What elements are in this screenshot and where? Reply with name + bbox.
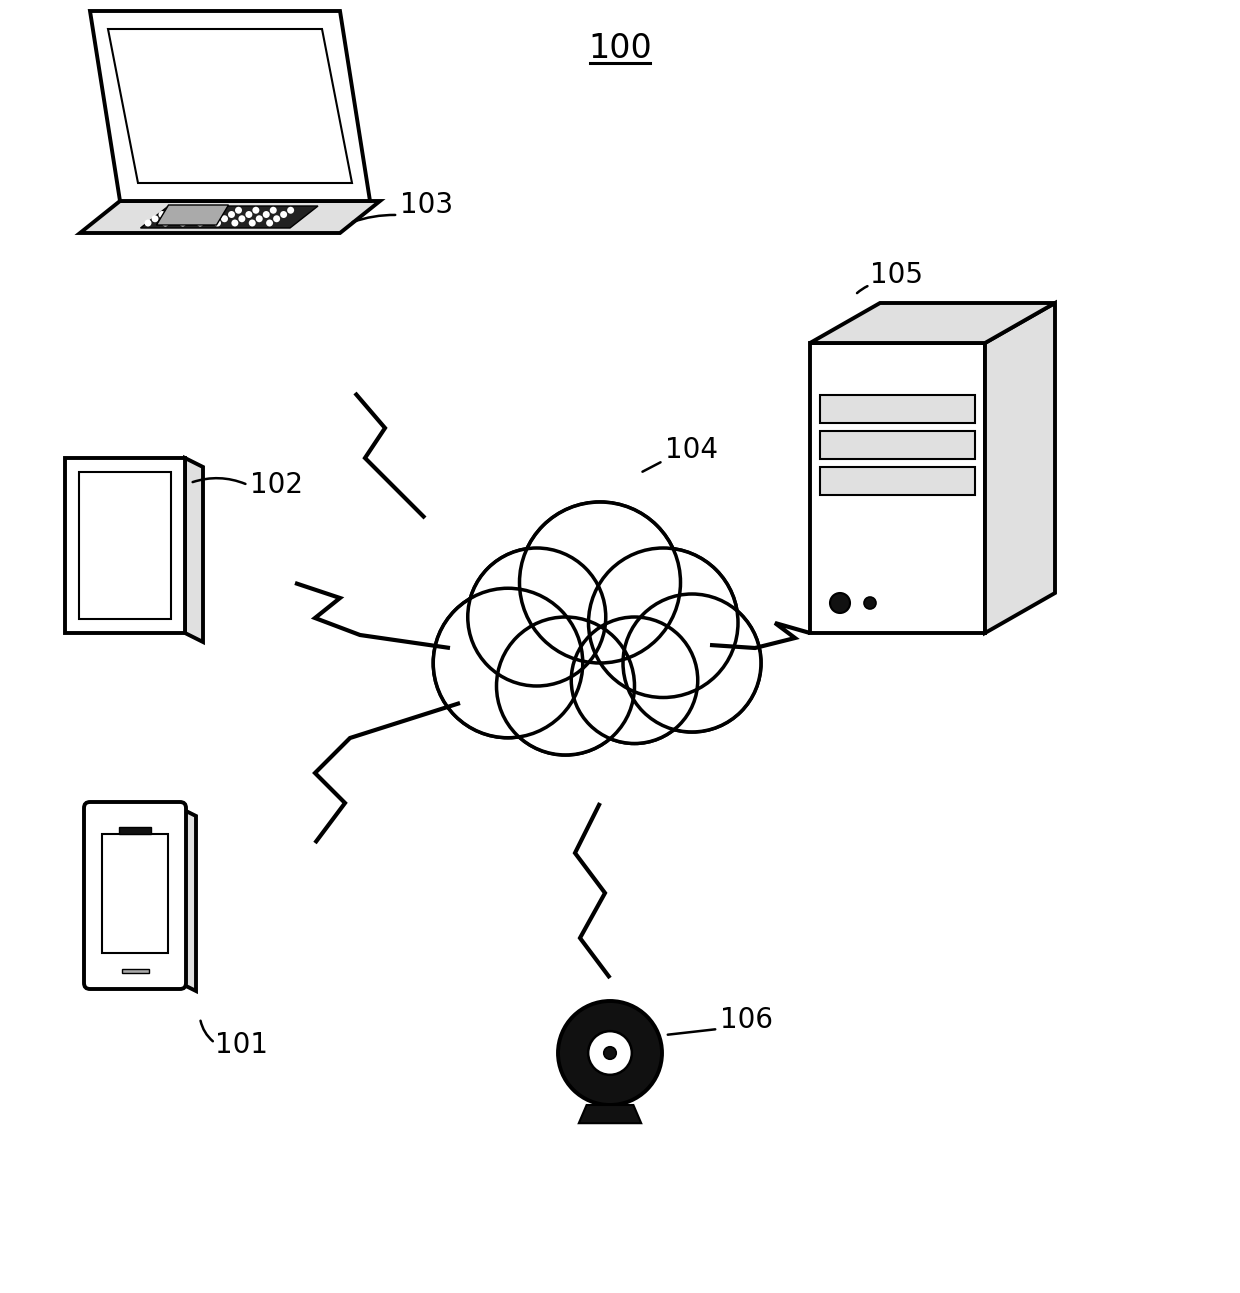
Circle shape xyxy=(162,220,169,226)
Circle shape xyxy=(200,207,207,213)
Text: 104: 104 xyxy=(665,436,718,464)
Circle shape xyxy=(498,618,634,754)
Circle shape xyxy=(267,220,273,226)
Circle shape xyxy=(253,207,259,213)
Circle shape xyxy=(228,211,236,219)
Polygon shape xyxy=(108,28,352,184)
Text: 106: 106 xyxy=(720,1006,773,1034)
Polygon shape xyxy=(140,206,317,228)
Circle shape xyxy=(249,220,255,226)
Circle shape xyxy=(215,220,221,226)
Polygon shape xyxy=(64,458,185,634)
Circle shape xyxy=(273,215,280,222)
Circle shape xyxy=(255,215,263,222)
Bar xyxy=(119,828,151,834)
Polygon shape xyxy=(579,1106,641,1124)
Polygon shape xyxy=(180,808,196,990)
Circle shape xyxy=(280,211,288,219)
FancyBboxPatch shape xyxy=(84,802,186,989)
Bar xyxy=(102,834,167,953)
Circle shape xyxy=(180,220,186,226)
Circle shape xyxy=(182,207,190,213)
Circle shape xyxy=(622,593,761,732)
Circle shape xyxy=(467,548,606,687)
Circle shape xyxy=(263,211,270,219)
Bar xyxy=(122,968,149,974)
Circle shape xyxy=(469,550,604,684)
Polygon shape xyxy=(156,206,228,225)
Circle shape xyxy=(193,211,200,219)
Circle shape xyxy=(288,207,294,213)
Circle shape xyxy=(221,215,228,222)
Circle shape xyxy=(590,550,737,696)
Circle shape xyxy=(176,211,182,219)
Circle shape xyxy=(558,1001,662,1106)
Text: 102: 102 xyxy=(250,471,303,499)
Circle shape xyxy=(169,215,176,222)
Polygon shape xyxy=(985,303,1055,634)
Circle shape xyxy=(864,597,875,609)
Polygon shape xyxy=(91,12,370,200)
Circle shape xyxy=(520,502,681,663)
Circle shape xyxy=(238,215,246,222)
Circle shape xyxy=(625,595,760,731)
Polygon shape xyxy=(810,343,985,634)
Circle shape xyxy=(218,207,224,213)
Circle shape xyxy=(830,593,849,613)
Circle shape xyxy=(521,503,678,662)
Bar xyxy=(820,467,975,495)
Text: 101: 101 xyxy=(215,1031,268,1059)
Circle shape xyxy=(232,220,238,226)
Bar xyxy=(820,431,975,459)
Circle shape xyxy=(604,1047,616,1059)
Circle shape xyxy=(151,215,159,222)
Circle shape xyxy=(572,617,698,743)
Circle shape xyxy=(589,548,738,697)
Circle shape xyxy=(435,590,582,736)
Circle shape xyxy=(203,215,211,222)
Circle shape xyxy=(197,220,203,226)
Polygon shape xyxy=(810,303,1055,343)
Circle shape xyxy=(588,1031,632,1074)
Polygon shape xyxy=(185,458,203,643)
Circle shape xyxy=(236,207,242,213)
Circle shape xyxy=(165,207,172,213)
Text: 105: 105 xyxy=(870,261,923,290)
Circle shape xyxy=(186,215,193,222)
Text: 100: 100 xyxy=(588,31,652,65)
Circle shape xyxy=(159,211,165,219)
Circle shape xyxy=(211,211,218,219)
Circle shape xyxy=(246,211,253,219)
Polygon shape xyxy=(79,472,171,619)
Bar xyxy=(820,394,975,423)
Circle shape xyxy=(145,220,151,226)
Text: 103: 103 xyxy=(401,191,453,219)
Circle shape xyxy=(433,588,583,738)
Circle shape xyxy=(573,618,697,742)
Circle shape xyxy=(496,617,635,755)
Polygon shape xyxy=(81,200,379,233)
Circle shape xyxy=(270,207,277,213)
